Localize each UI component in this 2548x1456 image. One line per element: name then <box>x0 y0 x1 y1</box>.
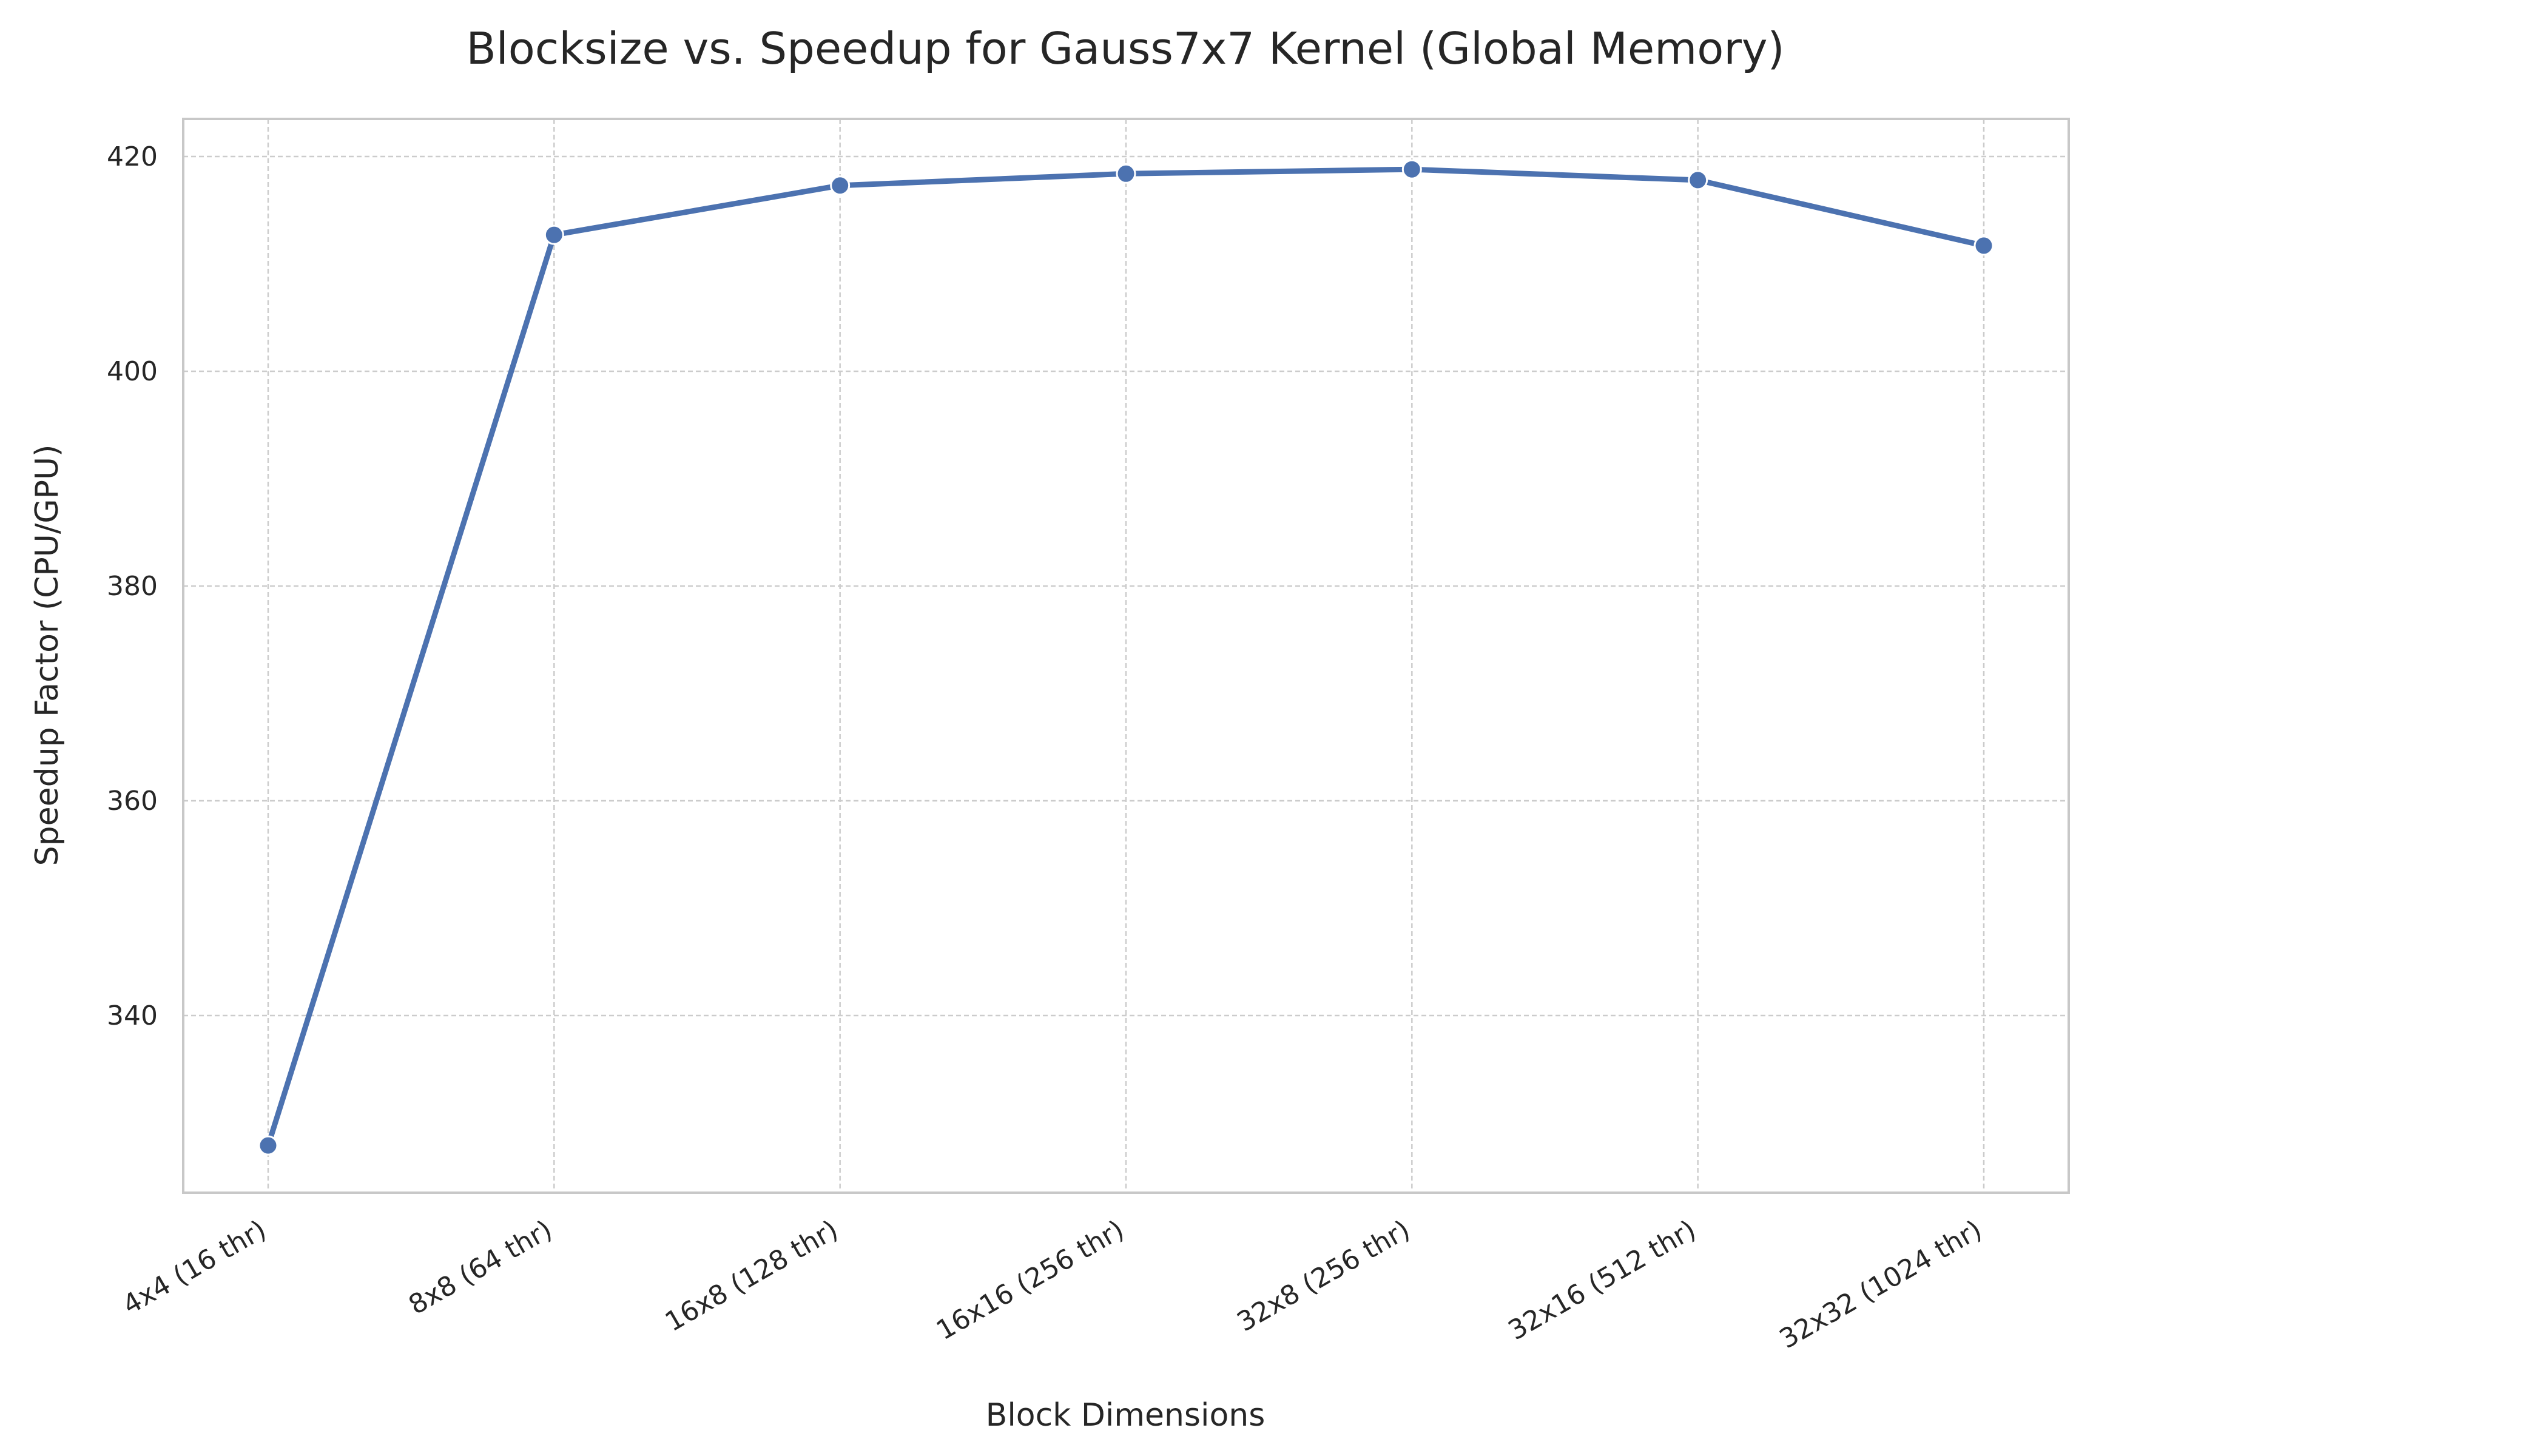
y-tick-label: 340 <box>107 1000 158 1031</box>
x-tick-label: 32x32 (1024 thr) <box>1774 1214 1987 1355</box>
data-point <box>1975 237 1993 255</box>
x-tick-label: 32x8 (256 thr) <box>1232 1214 1415 1338</box>
x-axis-label: Block Dimensions <box>986 1397 1266 1434</box>
data-point <box>831 177 849 195</box>
y-tick-labels: 340 360 380 400 420 <box>107 141 158 1031</box>
x-tick-label: 16x16 (256 thr) <box>931 1214 1129 1346</box>
y-tick-label: 380 <box>107 571 158 602</box>
chart-title: Blocksize vs. Speedup for Gauss7x7 Kerne… <box>466 23 1784 74</box>
x-tick-labels: 4x4 (16 thr) 8x8 (64 thr) 16x8 (128 thr) 16… <box>118 1214 1987 1355</box>
x-tick-label: 16x8 (128 thr) <box>660 1214 843 1338</box>
y-axis-label: Speedup Factor (CPU/GPU) <box>29 445 66 866</box>
data-point <box>259 1136 277 1154</box>
x-tick-label: 8x8 (64 thr) <box>403 1214 558 1321</box>
x-tick-label: 32x16 (512 thr) <box>1503 1214 1701 1346</box>
y-tick-label: 420 <box>107 141 158 172</box>
data-point <box>1117 164 1135 183</box>
data-point <box>545 226 563 244</box>
x-tick-label: 4x4 (16 thr) <box>118 1214 272 1321</box>
grid-layer <box>183 119 2069 1193</box>
y-tick-label: 360 <box>107 786 158 817</box>
y-tick-label: 400 <box>107 356 158 387</box>
data-point <box>1689 171 1707 189</box>
data-point <box>1403 160 1421 178</box>
